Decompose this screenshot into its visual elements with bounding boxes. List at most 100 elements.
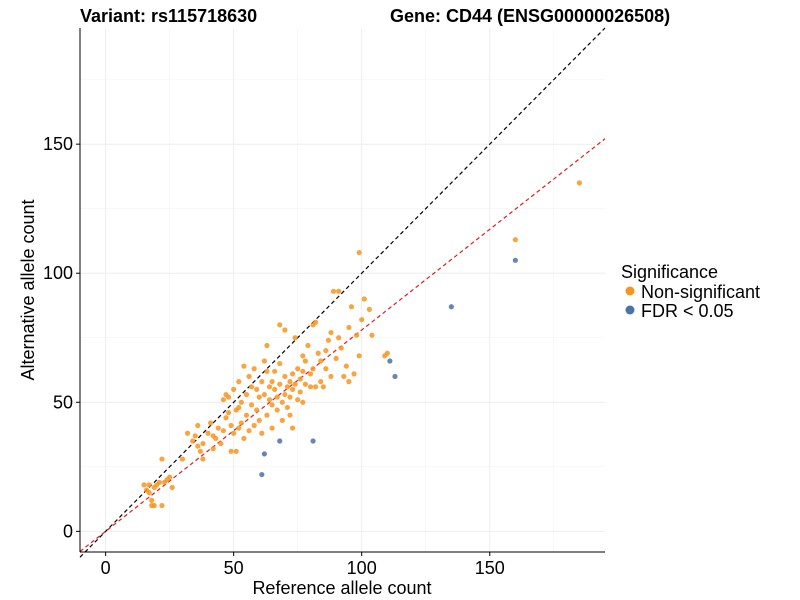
point-non-significant	[264, 412, 270, 418]
point-non-significant	[292, 381, 298, 387]
point-non-significant	[146, 490, 152, 496]
point-non-significant	[228, 448, 234, 454]
point-non-significant	[336, 335, 342, 341]
point-fdr-significant	[512, 257, 518, 263]
point-non-significant	[151, 502, 157, 509]
point-non-significant	[274, 407, 280, 413]
point-non-significant	[348, 304, 355, 310]
point-non-significant	[336, 288, 342, 294]
point-non-significant	[289, 386, 296, 392]
gridlines	[80, 28, 605, 552]
point-non-significant	[238, 420, 244, 426]
point-non-significant	[359, 317, 365, 323]
point-non-significant	[310, 366, 316, 372]
point-non-significant	[353, 332, 360, 338]
point-non-significant	[248, 384, 255, 390]
point-non-significant	[277, 360, 283, 367]
point-non-significant	[369, 332, 375, 338]
point-non-significant	[218, 440, 224, 447]
point-non-significant	[269, 425, 275, 431]
chart-title-gene: Gene: CD44 (ENSG00000026508)	[390, 6, 670, 26]
point-non-significant	[205, 430, 211, 436]
point-non-significant	[351, 371, 357, 377]
point-non-significant	[220, 428, 227, 434]
point-non-significant	[200, 456, 206, 462]
point-non-significant	[192, 433, 198, 439]
legend-swatch-fdr	[625, 305, 635, 315]
point-non-significant	[318, 358, 324, 364]
point-non-significant	[341, 373, 347, 380]
point-non-significant	[279, 417, 285, 423]
point-non-significant	[195, 422, 201, 429]
axes: 0 50 100 150 0 50 100 150	[43, 28, 605, 578]
point-non-significant	[313, 384, 319, 390]
point-non-significant	[169, 484, 175, 491]
point-non-significant	[361, 296, 367, 302]
point-non-significant	[289, 371, 296, 377]
point-fdr-significant	[448, 304, 454, 310]
point-non-significant	[220, 397, 227, 403]
point-non-significant	[197, 448, 203, 454]
point-non-significant	[254, 407, 260, 413]
point-non-significant	[330, 288, 337, 294]
point-non-significant	[241, 435, 247, 442]
point-non-significant	[149, 497, 155, 503]
reference-line-fit	[79, 138, 606, 552]
point-non-significant	[328, 329, 334, 336]
point-non-significant	[272, 386, 278, 392]
point-non-significant	[284, 384, 291, 390]
point-non-significant	[274, 394, 280, 400]
point-non-significant	[195, 443, 201, 449]
point-non-significant	[277, 322, 283, 328]
point-non-significant	[297, 376, 303, 382]
point-non-significant	[269, 402, 275, 408]
point-non-significant	[305, 342, 311, 349]
point-non-significant	[279, 399, 285, 405]
point-non-significant	[251, 422, 257, 429]
point-non-significant	[210, 446, 216, 452]
point-non-significant	[328, 373, 334, 380]
point-non-significant	[236, 425, 242, 431]
point-non-significant	[243, 412, 250, 418]
legend-swatch-non-significant	[625, 286, 635, 296]
y-axis-title: Alternative allele count	[18, 199, 38, 380]
point-non-significant	[297, 389, 303, 395]
point-non-significant	[346, 324, 352, 331]
point-fdr-significant	[392, 373, 398, 380]
point-non-significant	[295, 366, 301, 372]
point-non-significant	[272, 368, 278, 374]
point-non-significant	[284, 404, 291, 411]
point-non-significant	[231, 430, 237, 436]
point-non-significant	[228, 422, 234, 429]
point-fdr-significant	[277, 438, 283, 444]
point-non-significant	[256, 417, 262, 423]
x-tick-label: 50	[224, 558, 244, 578]
x-tick-label: 150	[475, 558, 505, 578]
point-non-significant	[231, 386, 237, 392]
y-tick-label: 50	[53, 392, 73, 412]
point-non-significant	[190, 438, 196, 444]
point-non-significant	[266, 397, 273, 403]
legend-label-non-significant: Non-significant	[641, 282, 760, 302]
point-non-significant	[146, 482, 152, 488]
point-non-significant	[356, 353, 362, 359]
point-non-significant	[248, 402, 255, 408]
point-non-significant	[264, 342, 270, 349]
point-non-significant	[269, 379, 275, 385]
x-axis-title: Reference allele count	[252, 578, 431, 598]
point-non-significant	[302, 381, 308, 387]
point-non-significant	[287, 412, 293, 418]
reference-lines	[79, 27, 606, 558]
y-tick-label: 0	[63, 521, 73, 541]
point-non-significant	[243, 391, 250, 398]
point-non-significant	[315, 350, 321, 356]
point-non-significant	[259, 379, 265, 385]
point-non-significant	[238, 399, 244, 405]
point-non-significant	[200, 440, 206, 447]
point-non-significant	[277, 381, 283, 387]
point-non-significant	[141, 482, 147, 488]
point-non-significant	[261, 391, 267, 398]
point-non-significant	[338, 345, 344, 351]
point-non-significant	[287, 379, 293, 385]
point-non-significant	[384, 350, 390, 356]
